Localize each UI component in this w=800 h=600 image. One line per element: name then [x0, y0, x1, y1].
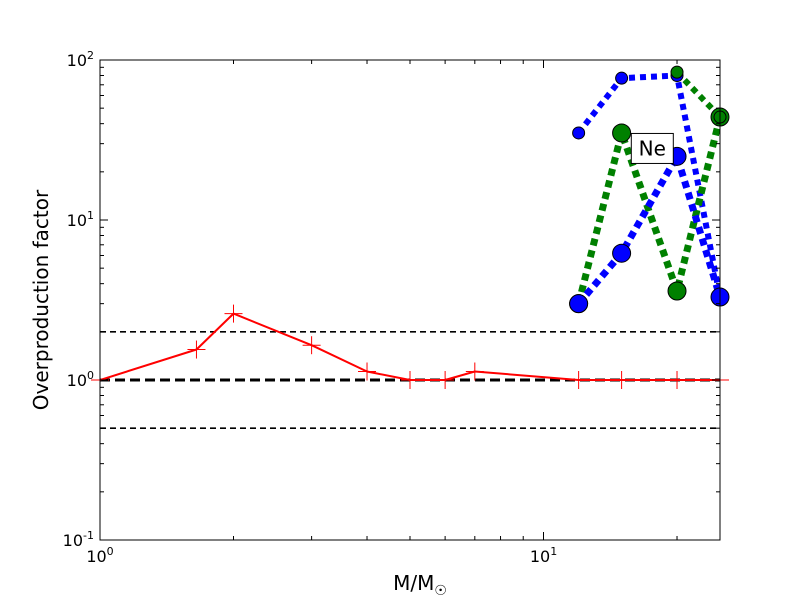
axis-ticks — [99, 59, 720, 541]
x-axis-label: M/M☉ — [393, 571, 447, 599]
data-point-plus — [436, 371, 455, 389]
data-point-circle — [612, 243, 632, 263]
x-tick-label: 101 — [530, 545, 557, 566]
y-tick-label: 102 — [67, 49, 94, 70]
y-axis-label: Overproduction factor — [29, 189, 53, 410]
data-point-plus — [302, 336, 321, 355]
series-line — [576, 72, 720, 298]
annotations: Ne — [630, 132, 674, 164]
y-tick-label: 101 — [67, 209, 94, 230]
data-point-plus — [668, 371, 687, 389]
series-lines — [100, 70, 720, 381]
series-line — [575, 116, 720, 305]
data-point-plus — [401, 371, 419, 389]
data-point-plus — [358, 362, 377, 381]
series-markers — [91, 65, 730, 389]
x-tick-label: 100 — [86, 545, 113, 566]
data-point-circle — [667, 281, 687, 301]
data-point-plus — [569, 371, 588, 389]
annotation-label: Ne — [639, 136, 666, 160]
data-point-plus — [187, 340, 206, 359]
data-point-plus — [224, 304, 243, 323]
data-point-plus — [612, 371, 631, 389]
data-point-circle — [615, 71, 629, 85]
series-line — [100, 312, 720, 381]
y-tick-label: 100 — [67, 369, 94, 390]
data-point-circle — [572, 126, 586, 140]
data-point-circle — [670, 65, 684, 79]
data-point-circle — [569, 294, 589, 314]
series-line — [575, 152, 720, 306]
annotation-box: Ne — [630, 132, 674, 164]
data-point-circle — [612, 123, 632, 143]
y-tick-label: 10-1 — [63, 529, 94, 550]
data-point-plus — [465, 362, 484, 381]
